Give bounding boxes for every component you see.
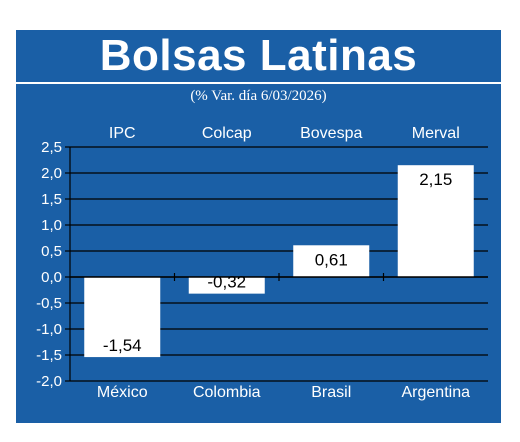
- index-name-label: Bovespa: [300, 125, 362, 142]
- title-divider: [16, 82, 501, 84]
- bar-brasil: [293, 245, 370, 277]
- y-tick-label: -0,5: [36, 295, 62, 312]
- y-tick-label: 0,0: [41, 269, 62, 286]
- category-label: Brasil: [311, 384, 351, 401]
- bar-value-label: 2,15: [419, 170, 452, 189]
- y-tick-label: 2,5: [41, 139, 62, 156]
- bar-colombia: [188, 277, 265, 294]
- y-tick-label: -1,0: [36, 321, 62, 338]
- index-name-label: Colcap: [202, 125, 252, 142]
- y-tick-label: -1,5: [36, 347, 62, 364]
- index-name-label: IPC: [109, 125, 136, 142]
- chart-subtitle: (% Var. día 6/03/2026): [190, 88, 327, 104]
- y-tick-label: 1,0: [41, 217, 62, 234]
- category-label: Argentina: [402, 384, 471, 401]
- y-tick-label: 1,5: [41, 191, 62, 208]
- bar-méxico: [84, 277, 161, 358]
- category-label: México: [97, 384, 148, 401]
- bar-value-label: -0,32: [207, 273, 246, 292]
- bar-value-label: -1,54: [103, 336, 142, 355]
- y-tick-label: -2,0: [36, 373, 62, 390]
- y-tick-label: 0,5: [41, 243, 62, 260]
- y-tick-label: 2,0: [41, 165, 62, 182]
- chart-title: Bolsas Latinas: [16, 30, 501, 82]
- bar-value-label: 0,61: [315, 250, 348, 269]
- index-name-label: Merval: [412, 125, 460, 142]
- bar-argentina: [397, 165, 474, 277]
- category-label: Colombia: [193, 384, 261, 401]
